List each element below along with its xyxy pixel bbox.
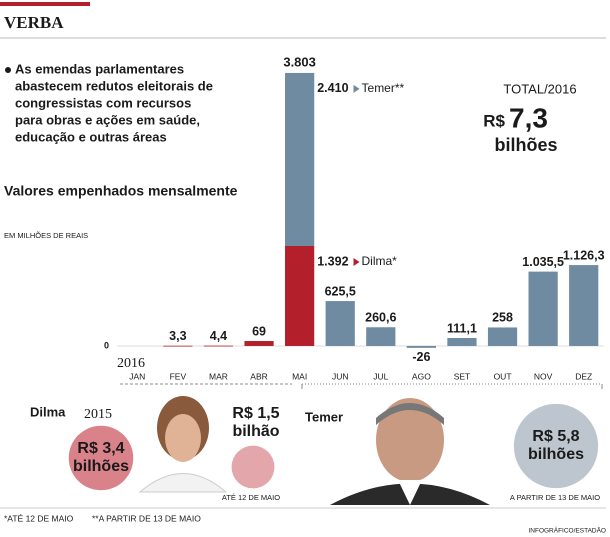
bubble-amount: R$ 1,5 xyxy=(232,405,279,422)
value-label: 111,1 xyxy=(447,321,477,335)
bubble-year: 2015 xyxy=(84,407,112,422)
x-tick-label: FEV xyxy=(170,371,187,381)
president-name: Temer xyxy=(305,409,343,424)
bar xyxy=(569,265,599,346)
dilma-photo xyxy=(138,396,228,493)
intro: As emendas parlamentares abastecem reduto… xyxy=(15,61,213,144)
legend-label: Temer** xyxy=(362,81,405,95)
value-label: 1.392 xyxy=(317,254,348,268)
bar xyxy=(528,271,558,346)
bar xyxy=(203,345,234,347)
footnote: *ATÉ 12 DE MAIO xyxy=(4,513,74,523)
value-label: 2.410 xyxy=(317,81,348,95)
bubble-unit: bilhões xyxy=(528,446,584,463)
x-tick-label: MAR xyxy=(209,371,228,381)
intro-line: para obras e ações em saúde, xyxy=(15,112,200,127)
bubble xyxy=(68,425,134,491)
total-title: TOTAL/2016 xyxy=(503,81,576,96)
x-tick-label: SET xyxy=(454,371,471,381)
president-name: Dilma xyxy=(30,404,66,419)
y-tick-label: 0 xyxy=(104,340,109,350)
bubble-amount: R$ 3,4 xyxy=(77,440,124,457)
x-tick-label: NOV xyxy=(534,371,553,381)
bubble xyxy=(513,403,599,489)
bar xyxy=(325,301,355,346)
header-rule xyxy=(0,2,90,6)
intro-line: congressistas com recursos xyxy=(15,95,191,110)
legend-label: Dilma* xyxy=(362,254,398,268)
value-label: 1.035,5 xyxy=(522,255,564,269)
total-amount: 7,3 xyxy=(509,102,548,133)
x-tick-label: JAN xyxy=(129,371,145,381)
bar xyxy=(163,345,193,347)
value-label: -26 xyxy=(412,350,430,364)
x-tick-label: JUN xyxy=(332,371,349,381)
bar xyxy=(487,327,518,346)
bullet xyxy=(5,67,11,73)
value-label: 69 xyxy=(252,324,266,338)
bar xyxy=(406,345,436,348)
intro-line: As emendas parlamentares xyxy=(15,61,184,76)
temer-photo xyxy=(330,398,490,505)
bar xyxy=(244,341,274,346)
chart-title: Valores empenhados mensalmente xyxy=(4,183,238,199)
legend-arrow xyxy=(353,84,360,93)
year-label: 2016 xyxy=(117,356,145,371)
total-unit: bilhões xyxy=(494,135,557,155)
legend-arrow xyxy=(353,258,360,267)
x-tick-label: JUL xyxy=(373,371,388,381)
bar xyxy=(285,246,315,346)
unit-note: EM MILHÕES DE REAIS xyxy=(4,231,88,240)
value-label: 3,3 xyxy=(169,329,186,343)
bar xyxy=(447,337,477,346)
bubble-unit: bilhão xyxy=(232,423,279,440)
x-tick-label: AGO xyxy=(412,371,431,381)
bubble-note: ATÉ 12 DE MAIO xyxy=(222,493,280,502)
bubble-unit: bilhões xyxy=(73,458,129,475)
total-prefix: R$ xyxy=(483,111,505,130)
value-label: 1.126,3 xyxy=(563,248,605,262)
credit: INFOGRÁFICO/ESTADÃO xyxy=(528,526,606,535)
x-tick-label: DEZ xyxy=(575,371,592,381)
value-label: 625,5 xyxy=(325,284,356,298)
x-tick-label: MAI xyxy=(292,371,307,381)
footnote: **A PARTIR DE 13 DE MAIO xyxy=(92,513,201,523)
intro-line: abastecem redutos eleitorais de xyxy=(15,78,213,93)
value-label: 258 xyxy=(492,311,513,325)
bubble-note: A PARTIR DE 13 DE MAIO xyxy=(510,493,600,502)
value-label: 260,6 xyxy=(365,311,396,325)
bubble-amount: R$ 5,8 xyxy=(532,428,579,445)
value-label: 4,4 xyxy=(210,329,227,343)
bar xyxy=(366,327,396,346)
x-tick-label: OUT xyxy=(494,371,512,381)
header: VERBA xyxy=(4,13,64,32)
bubble xyxy=(231,445,275,489)
bar xyxy=(285,72,315,247)
intro-line: educação e outras áreas xyxy=(15,129,167,144)
stack-total-label: 3.803 xyxy=(283,54,316,69)
x-tick-label: ABR xyxy=(250,371,267,381)
